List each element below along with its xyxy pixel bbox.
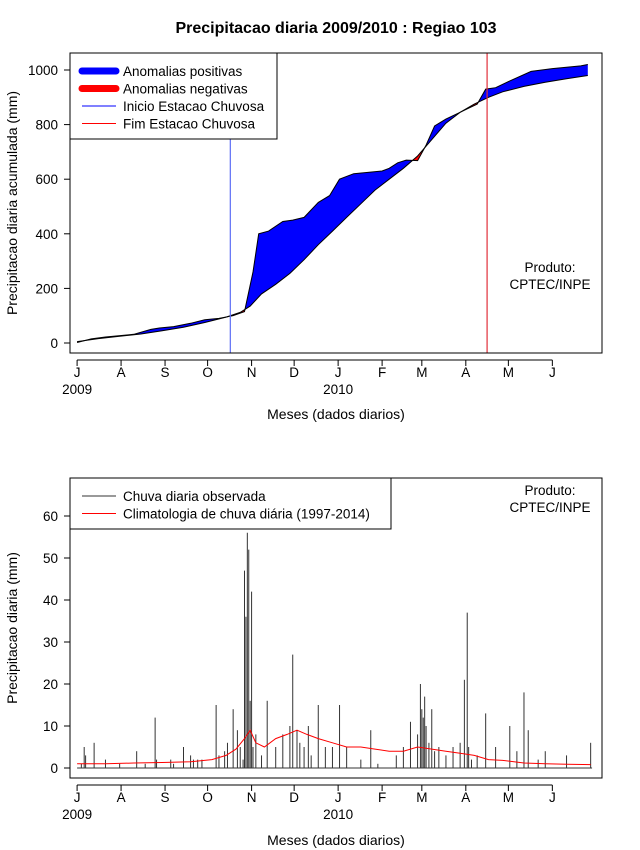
y-tick-label: 60: [43, 509, 58, 524]
product-annotation: Produto:: [524, 260, 575, 275]
x-axis-label: Meses (dados diarios): [267, 832, 405, 848]
x-tick-label: J: [335, 790, 342, 805]
x-tick-label: F: [378, 365, 386, 380]
year-label: 2009: [62, 807, 92, 822]
x-tick-label: A: [117, 790, 126, 805]
x-tick-label: S: [161, 790, 170, 805]
chart-title: Precipitacao diaria 2009/2010 : Regiao 1…: [175, 20, 496, 37]
x-tick-label: D: [289, 365, 299, 380]
climatology-accumulated-line: [77, 75, 588, 343]
x-tick-label: N: [247, 365, 257, 380]
x-axis-label: Meses (dados diarios): [267, 406, 405, 422]
legend-box: [69, 52, 278, 140]
x-tick-label: O: [202, 790, 213, 805]
x-tick-label: M: [416, 365, 427, 380]
climatology-daily-line: [77, 729, 591, 766]
positive-anomaly-area: [245, 160, 413, 310]
x-tick-label: N: [247, 790, 257, 805]
x-tick-label: A: [117, 365, 126, 380]
y-axis-label: Precipitacao diaria acumulada (mm): [4, 91, 20, 315]
x-tick-label: O: [202, 365, 213, 380]
y-tick-label: 1000: [28, 63, 58, 78]
panel-accumulated: Precipitacao diaria 2009/2010 : Regiao 1…: [4, 20, 603, 422]
x-tick-label: D: [289, 790, 299, 805]
year-label: 2010: [323, 382, 353, 397]
y-tick-label: 50: [43, 551, 58, 566]
product-annotation: Produto:: [524, 483, 575, 498]
positive-anomaly-area: [478, 64, 588, 103]
y-tick-label: 10: [43, 719, 58, 734]
y-tick-label: 200: [35, 281, 58, 296]
legend-label: Inicio Estacao Chuvosa: [123, 99, 265, 114]
x-tick-label: J: [549, 790, 556, 805]
year-label: 2009: [62, 382, 92, 397]
panel-daily: 0 10 20 30 40 50 60 Precipitacao diaria (mm) J A S…: [4, 477, 603, 848]
y-tick-label: 40: [43, 593, 58, 608]
x-tick-label: S: [161, 365, 170, 380]
x-tick-label: M: [503, 365, 514, 380]
x-tick-label: A: [461, 790, 470, 805]
y-tick-label: 400: [35, 227, 58, 242]
y-tick-label: 0: [50, 761, 58, 776]
x-tick-label: J: [549, 365, 556, 380]
x-tick-label: A: [461, 365, 470, 380]
positive-anomaly-area: [424, 112, 461, 148]
legend-label: Anomalias positivas: [123, 64, 243, 79]
y-tick-label: 600: [35, 172, 58, 187]
x-tick-label: M: [416, 790, 427, 805]
legend: Chuva diaria observada Climatologia de ch…: [69, 477, 392, 530]
x-tick-label: J: [74, 790, 81, 805]
y-axis-label: Precipitacao diaria (mm): [4, 552, 20, 704]
x-tick-label: J: [74, 365, 81, 380]
year-label: 2010: [323, 807, 353, 822]
product-annotation: CPTEC/INPE: [509, 277, 590, 292]
plot-frame: [69, 52, 603, 354]
legend: Anomalias positivas Anomalias negativas In…: [69, 52, 278, 140]
y-tick-label: 20: [43, 677, 58, 692]
product-annotation: CPTEC/INPE: [509, 500, 590, 515]
legend-label: Chuva diaria observada: [123, 489, 266, 504]
legend-box: [69, 477, 392, 530]
y-tick-label: 800: [35, 118, 58, 133]
x-tick-label: M: [503, 790, 514, 805]
legend-label: Anomalias negativas: [123, 82, 248, 97]
y-tick-label: 0: [50, 336, 58, 351]
y-tick-label: 30: [43, 635, 58, 650]
legend-label: Climatologia de chuva diária (1997-2014): [123, 507, 370, 522]
x-tick-label: F: [378, 790, 386, 805]
x-tick-label: J: [335, 365, 342, 380]
legend-label: Fim Estacao Chuvosa: [123, 117, 256, 132]
